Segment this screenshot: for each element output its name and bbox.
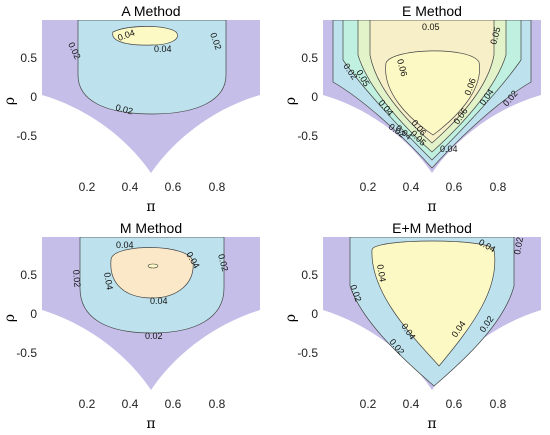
x-tick-label: 0.8 (209, 397, 226, 411)
x-tick-label: 0.6 (446, 180, 463, 194)
contour-label: 0.02 (216, 253, 230, 273)
y-axis-label: ρ (2, 314, 18, 322)
y-axis: ρ 0.5 0 -0.5 (283, 268, 318, 360)
contour-label: 0.04 (154, 44, 172, 54)
x-tick-label: 0.6 (165, 397, 182, 411)
y-tick-label: 0 (30, 90, 37, 104)
contour-label: 0.04 (102, 272, 115, 291)
x-tick-label: 0.8 (209, 180, 226, 194)
contour-region-004 (110, 247, 194, 299)
contour-peak-ring (147, 263, 159, 269)
panel-title: A Method (121, 3, 180, 19)
y-tick-label: 0 (311, 90, 318, 104)
x-axis-label: π (146, 416, 155, 432)
contour-label: 0.02 (145, 331, 163, 341)
contour-region-004 (371, 240, 496, 367)
y-tick-label: 0.5 (20, 51, 37, 65)
x-tick-label: 0.4 (122, 397, 139, 411)
contour-region-002 (77, 20, 227, 115)
x-tick-label: 0.8 (490, 397, 507, 411)
contour-label: 0.06 (395, 58, 409, 78)
y-tick-label: 0 (311, 307, 318, 321)
y-tick-label: -0.5 (297, 129, 318, 143)
x-tick-label: 0.6 (446, 397, 463, 411)
panel-title: M Method (120, 220, 182, 236)
x-axis-label: π (427, 199, 436, 215)
y-tick-label: -0.5 (297, 346, 318, 360)
panel-m-method: M Method 0.04 0.04 0.02 0.04 0.02 0.04 0… (2, 220, 260, 432)
x-axis-label: π (146, 199, 155, 215)
contour-label: 0.02 (512, 236, 525, 255)
y-axis: ρ 0.5 0 -0.5 (2, 268, 37, 360)
contour-label: 0.05 (422, 22, 440, 32)
x-axis-label: π (427, 416, 436, 432)
x-tick-label: 0.4 (403, 180, 420, 194)
x-tick-label: 0.4 (122, 180, 139, 194)
panel-title: E+M Method (392, 220, 472, 236)
x-axis: 0.2 0.4 0.6 0.8 π (360, 180, 507, 215)
y-axis: ρ 0.5 0 -0.5 (283, 51, 318, 143)
y-axis-label: ρ (283, 97, 299, 105)
y-axis-label: ρ (2, 97, 18, 105)
contour-label: 0.04 (116, 240, 134, 250)
x-tick-label: 0.2 (79, 397, 96, 411)
x-axis: 0.2 0.4 0.6 0.8 π (79, 180, 226, 215)
x-axis: 0.2 0.4 0.6 0.8 π (79, 397, 226, 432)
contour-region-peak (385, 50, 480, 136)
panel-e-method: E Method 0.05 0.05 0.02 0.04 0.06 0.06 0… (283, 3, 541, 215)
contour-label: 0.02 (71, 269, 82, 287)
contour-label: 0.05 (488, 26, 502, 46)
y-tick-label: 0.5 (20, 268, 37, 282)
y-axis: ρ 0.5 0 -0.5 (2, 51, 37, 143)
y-tick-label: 0.5 (301, 51, 318, 65)
x-tick-label: 0.2 (79, 180, 96, 194)
contour-label: 0.02 (114, 102, 134, 116)
x-tick-label: 0.2 (360, 397, 377, 411)
x-tick-label: 0.2 (360, 180, 377, 194)
y-tick-label: -0.5 (16, 129, 37, 143)
contour-label: 0.04 (440, 144, 458, 154)
contour-label: 0.04 (150, 296, 168, 306)
x-tick-label: 0.8 (490, 180, 507, 194)
y-tick-label: 0 (30, 307, 37, 321)
panel-em-method: E+M Method 0.04 0.04 0.02 0.02 0.04 0.02… (283, 220, 541, 432)
x-tick-label: 0.6 (165, 180, 182, 194)
contour-labels: 0.04 0.04 0.02 0.04 0.02 0.04 0.02 (71, 240, 230, 341)
panel-a-method: A Method 0.04 0.04 0.02 0.02 0.02 ρ 0.5 … (2, 3, 260, 215)
panel-title: E Method (402, 3, 462, 19)
contour-label: 0.04 (375, 264, 388, 283)
y-tick-label: 0.5 (301, 268, 318, 282)
x-tick-label: 0.4 (403, 397, 420, 411)
y-axis-label: ρ (283, 314, 299, 322)
y-tick-label: -0.5 (16, 346, 37, 360)
contour-region-004 (112, 26, 178, 46)
x-axis: 0.2 0.4 0.6 0.8 π (360, 397, 507, 432)
